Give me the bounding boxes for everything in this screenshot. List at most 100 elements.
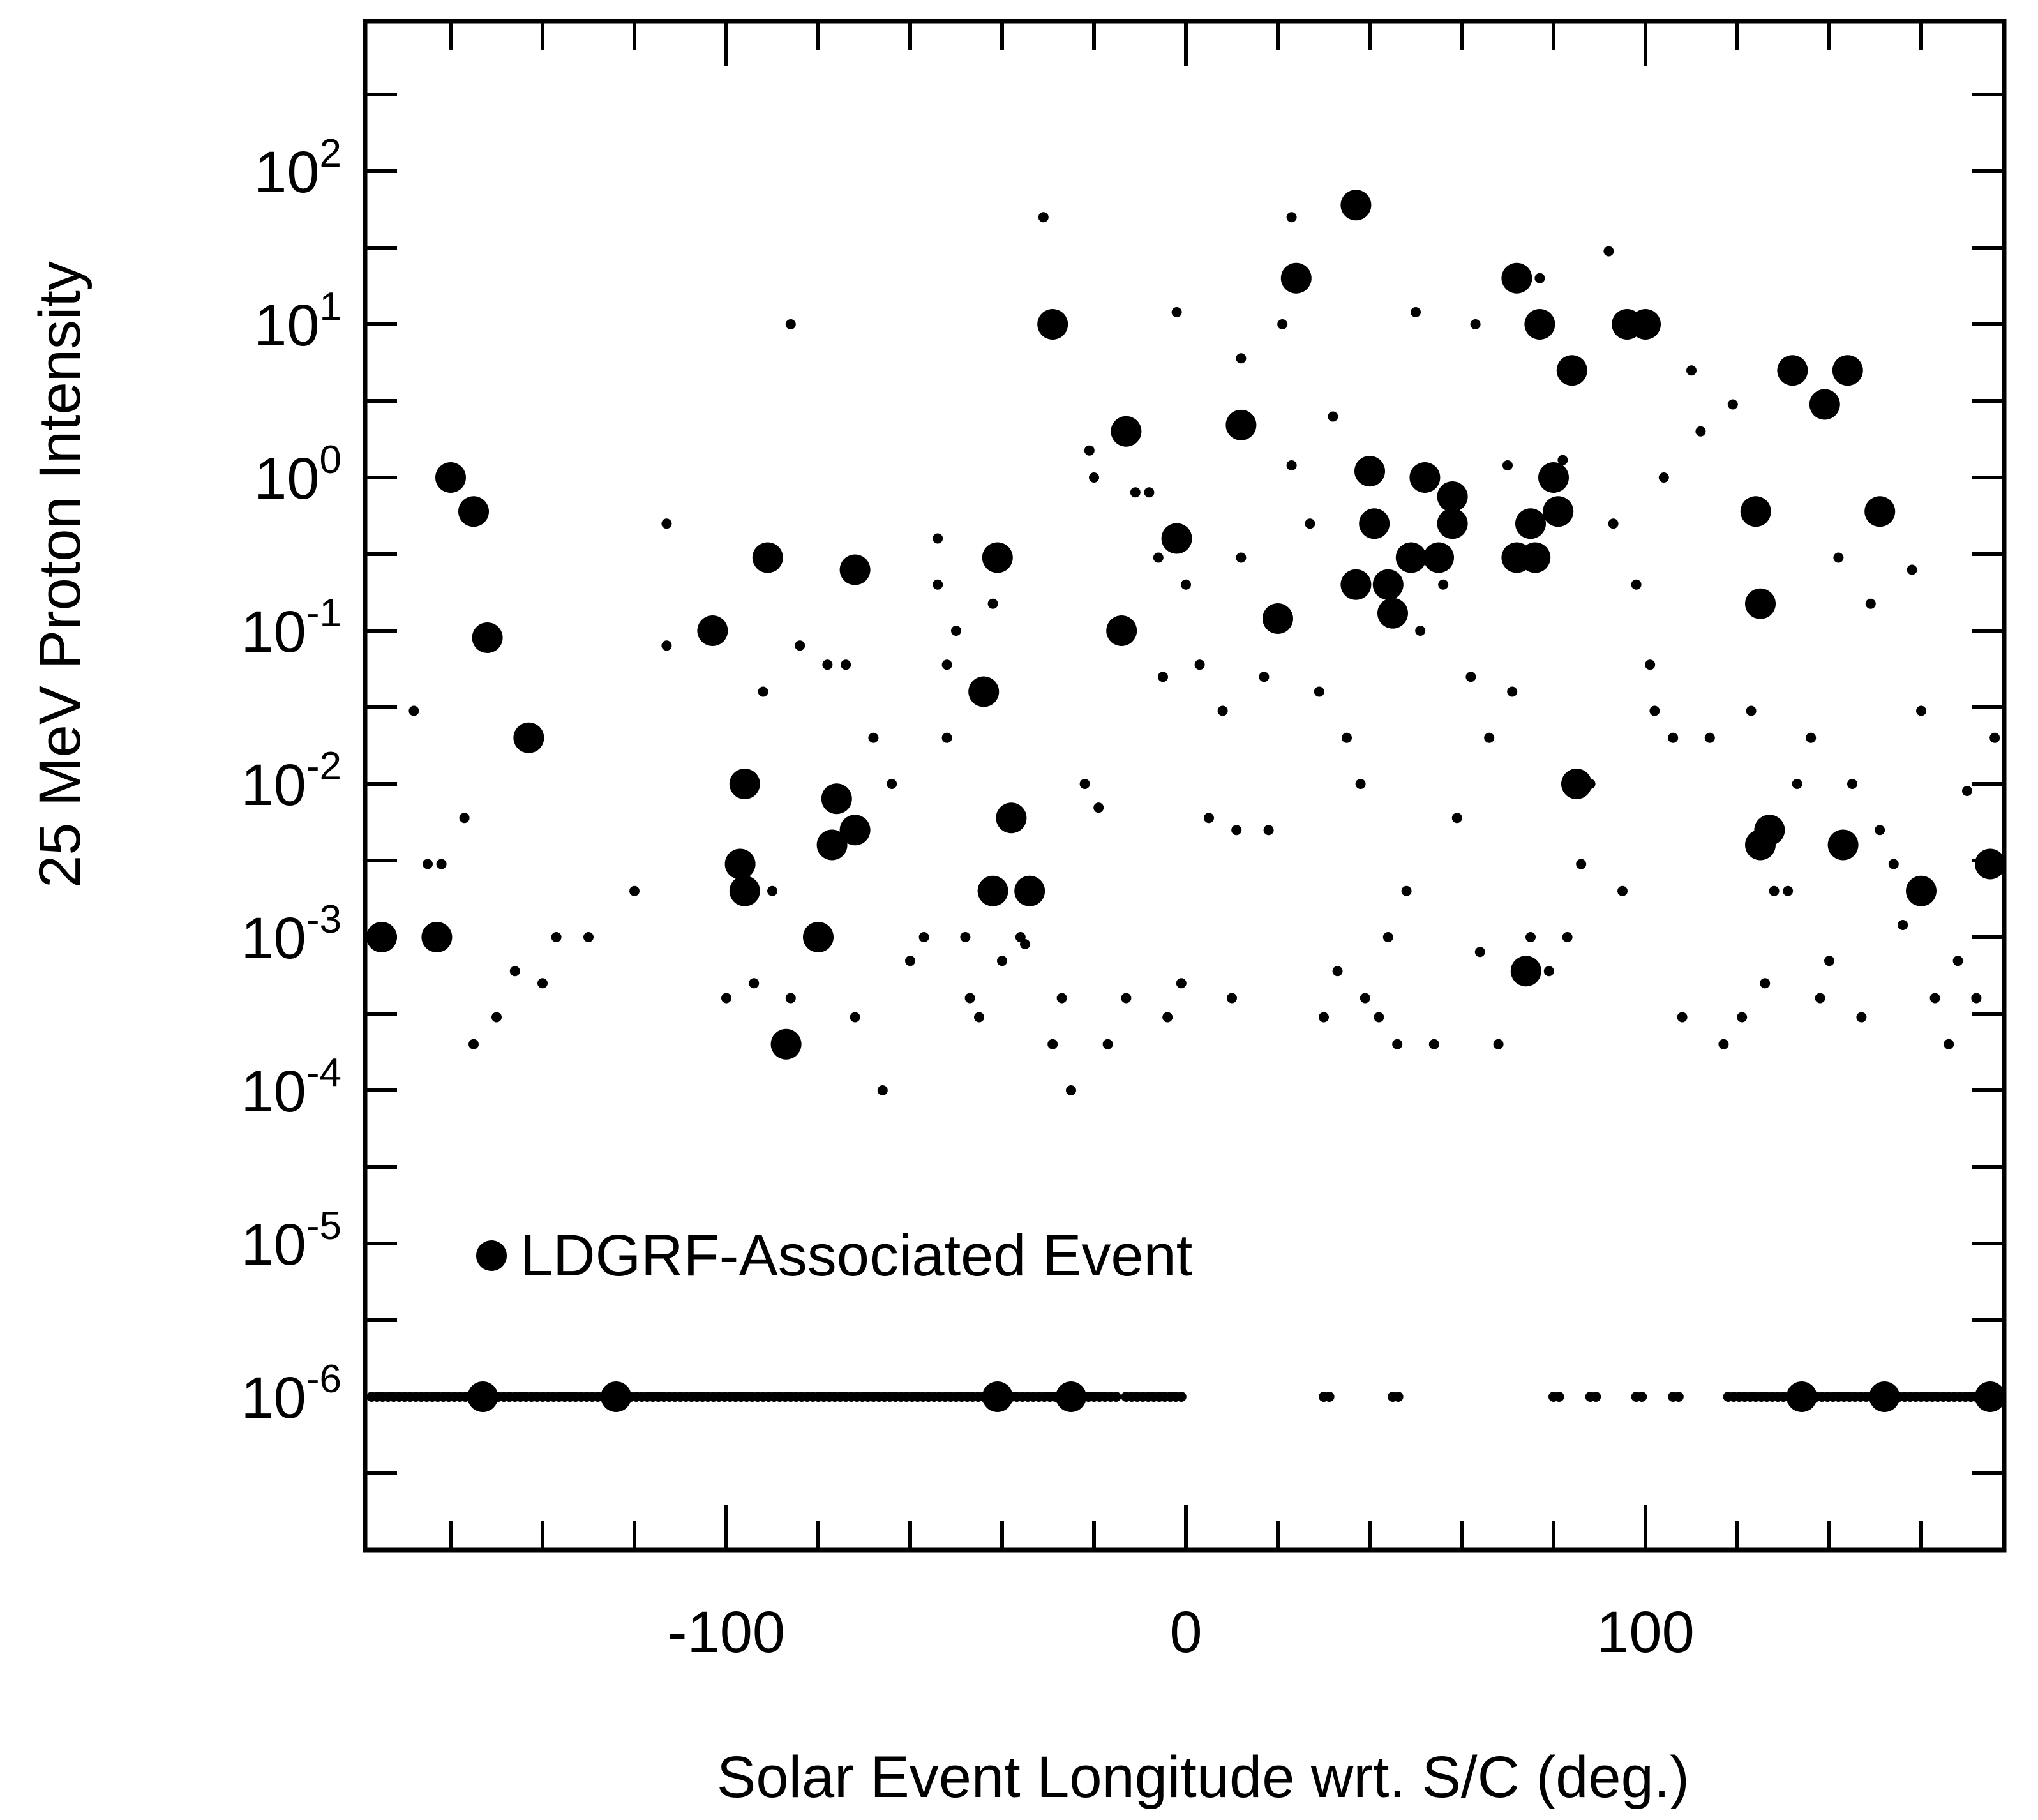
ldgrf-point xyxy=(968,676,1000,707)
small-point xyxy=(408,705,419,716)
small-point xyxy=(974,1012,984,1023)
y-axis-ticks: 102 101 100 10-1 10-2 10-3 10-4 10-5 10-6 xyxy=(241,93,2004,1475)
small-point xyxy=(941,732,952,743)
ldgrf-point xyxy=(1524,309,1555,340)
y-tick-label: 10-4 xyxy=(241,1051,341,1124)
small-point xyxy=(1176,978,1187,989)
ldgrf-point xyxy=(982,1381,1013,1412)
small-point xyxy=(1815,993,1825,1004)
ldgrf-point xyxy=(1056,1381,1086,1412)
small-point xyxy=(1534,273,1545,283)
ldgrf-point xyxy=(1161,523,1192,554)
ldgrf-point xyxy=(1437,481,1468,512)
ldgrf-point xyxy=(1409,462,1441,493)
small-point xyxy=(1658,472,1669,483)
ldgrf-point xyxy=(1869,1381,1900,1412)
small-point xyxy=(1181,579,1191,590)
ldgrf-point xyxy=(1340,190,1372,221)
small-point xyxy=(459,813,470,824)
small-point xyxy=(1130,487,1141,498)
ldgrf-point xyxy=(729,769,760,799)
small-point xyxy=(1554,1392,1564,1402)
small-point xyxy=(1401,885,1412,896)
small-point xyxy=(491,1012,502,1023)
ldgrf-point xyxy=(839,815,871,846)
ldgrf-point xyxy=(1225,409,1257,440)
y-tick-label: 10-3 xyxy=(241,898,341,971)
small-point xyxy=(1944,1039,1954,1049)
small-point xyxy=(1176,1392,1187,1402)
small-point xyxy=(1286,460,1297,470)
small-point xyxy=(1204,813,1214,824)
small-point xyxy=(1079,779,1090,789)
small-point xyxy=(1089,472,1099,483)
small-point xyxy=(537,978,548,989)
small-point xyxy=(721,993,731,1004)
plot-frame xyxy=(363,19,2007,1553)
y-tick-label: 10-2 xyxy=(241,744,341,818)
small-point xyxy=(1332,966,1343,977)
small-point xyxy=(629,885,640,896)
small-point xyxy=(1557,455,1568,465)
x-axis-ticks: -100 0 100 xyxy=(449,21,1923,1665)
small-point xyxy=(1727,399,1738,410)
small-point xyxy=(1898,919,1908,930)
plot-border xyxy=(363,19,2007,1553)
small-point xyxy=(1806,732,1817,743)
ldgrf-point xyxy=(1014,875,1045,906)
small-point xyxy=(1360,993,1370,1004)
small-point xyxy=(1525,932,1536,942)
small-point xyxy=(987,598,998,609)
ldgrf-point xyxy=(770,1028,802,1060)
small-point xyxy=(1158,672,1168,682)
small-point xyxy=(1507,686,1518,697)
small-point xyxy=(1493,1039,1504,1049)
small-point xyxy=(551,932,562,942)
ldgrf-point xyxy=(1543,496,1574,527)
small-point xyxy=(423,859,433,869)
small-point xyxy=(1888,859,1899,869)
ldgrf-point xyxy=(1354,456,1385,487)
small-point xyxy=(960,932,971,942)
small-point xyxy=(1374,1012,1384,1023)
small-point xyxy=(1591,1392,1601,1402)
small-point xyxy=(1649,705,1660,716)
small-point xyxy=(877,1085,888,1095)
small-point xyxy=(1020,938,1030,949)
small-point xyxy=(1631,579,1642,590)
ldgrf-point xyxy=(1975,848,2005,880)
small-point xyxy=(1516,273,1527,283)
small-point xyxy=(997,956,1007,966)
small-point xyxy=(1236,552,1247,563)
small-point xyxy=(1227,993,1237,1004)
ldgrf-point xyxy=(1280,262,1312,294)
small-point xyxy=(941,659,952,670)
small-point xyxy=(1393,1392,1404,1402)
small-point xyxy=(1916,705,1926,716)
small-point xyxy=(1668,732,1679,743)
small-point xyxy=(785,993,796,1004)
small-point xyxy=(583,932,594,942)
small-point xyxy=(1314,686,1324,697)
small-point xyxy=(468,1039,479,1049)
small-point xyxy=(1704,732,1715,743)
small-point xyxy=(661,518,672,529)
x-tick-label: 100 xyxy=(1596,1600,1695,1665)
ldgrf-point xyxy=(1395,542,1427,573)
ldgrf-point xyxy=(1786,1381,1817,1412)
small-point xyxy=(1056,993,1067,1004)
ldgrf-point xyxy=(1745,829,1776,861)
small-point xyxy=(868,732,879,743)
x-tick-label: -100 xyxy=(668,1600,785,1665)
small-point xyxy=(933,579,943,590)
small-point xyxy=(918,932,929,942)
ldgrf-point xyxy=(1630,309,1661,340)
y-tick-label: 100 xyxy=(254,438,341,511)
small-point xyxy=(1585,779,1596,789)
small-point xyxy=(1543,966,1554,977)
ldgrf-point xyxy=(472,622,503,653)
legend-label: LDGRF-Associated Event xyxy=(520,1223,1192,1288)
small-point xyxy=(1645,659,1656,670)
small-point xyxy=(1686,365,1697,376)
small-point xyxy=(964,993,975,1004)
